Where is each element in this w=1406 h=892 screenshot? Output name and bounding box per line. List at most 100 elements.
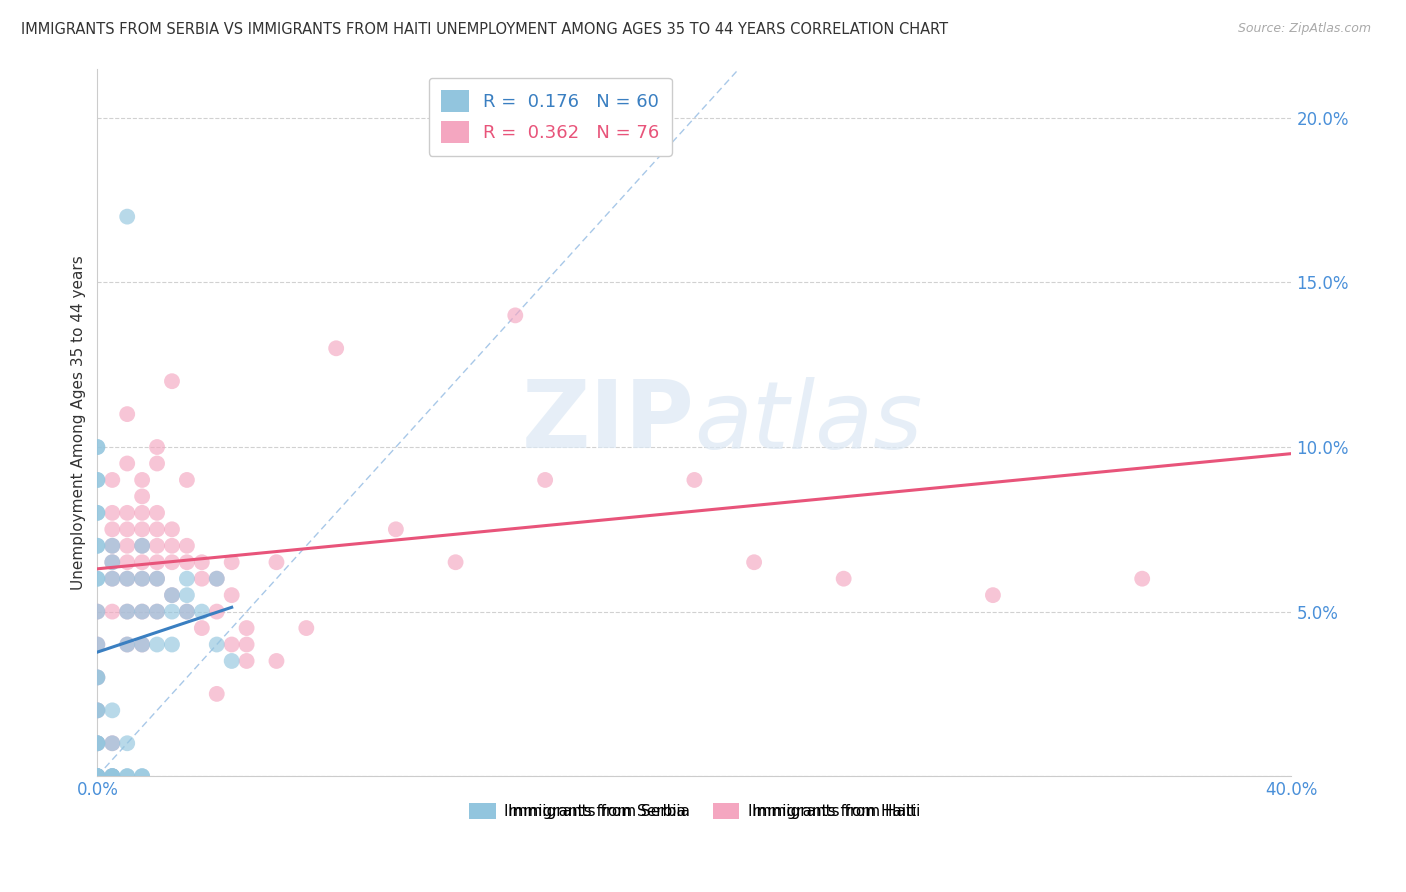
Point	[160, 588, 183, 602]
Point	[86, 670, 108, 684]
Point	[86, 769, 108, 783]
Point	[131, 555, 153, 569]
Point	[131, 769, 153, 783]
Point	[86, 572, 108, 586]
Point	[101, 769, 124, 783]
Text: Source: ZipAtlas.com: Source: ZipAtlas.com	[1237, 22, 1371, 36]
Point	[86, 572, 108, 586]
Point	[503, 309, 526, 323]
Point	[86, 506, 108, 520]
Point	[86, 769, 108, 783]
Point	[115, 555, 138, 569]
Text: IMMIGRANTS FROM SERBIA VS IMMIGRANTS FROM HAITI UNEMPLOYMENT AMONG AGES 35 TO 44: IMMIGRANTS FROM SERBIA VS IMMIGRANTS FRO…	[21, 22, 948, 37]
Point	[101, 572, 124, 586]
Point	[160, 555, 183, 569]
Point	[101, 522, 124, 536]
Point	[131, 522, 153, 536]
Point	[115, 769, 138, 783]
Point	[176, 605, 198, 619]
Text: ZIP: ZIP	[522, 376, 695, 468]
Point	[101, 769, 124, 783]
Point	[131, 539, 153, 553]
Point	[205, 572, 228, 586]
Point	[221, 638, 243, 652]
Point	[146, 638, 169, 652]
Point	[131, 490, 153, 504]
Point	[101, 506, 124, 520]
Point	[266, 654, 288, 668]
Point	[146, 457, 169, 471]
Point	[146, 605, 169, 619]
Point	[131, 638, 153, 652]
Point	[325, 341, 347, 355]
Point	[115, 638, 138, 652]
Point	[176, 555, 198, 569]
Point	[131, 572, 153, 586]
Point	[160, 638, 183, 652]
Point	[146, 506, 169, 520]
Point	[146, 605, 169, 619]
Point	[86, 736, 108, 750]
Point	[101, 539, 124, 553]
Text: atlas: atlas	[695, 376, 922, 467]
Point	[101, 605, 124, 619]
Point	[86, 736, 108, 750]
Point	[176, 588, 198, 602]
Point	[146, 572, 169, 586]
Point	[131, 605, 153, 619]
Point	[115, 539, 138, 553]
Point	[683, 473, 706, 487]
Point	[101, 473, 124, 487]
Point	[86, 440, 108, 454]
Point	[385, 522, 408, 536]
Point	[221, 588, 243, 602]
Point	[115, 572, 138, 586]
Point	[131, 769, 153, 783]
Point	[86, 638, 108, 652]
Point	[131, 473, 153, 487]
Point	[191, 555, 214, 569]
Point	[115, 605, 138, 619]
Point	[131, 572, 153, 586]
Point	[176, 605, 198, 619]
Point	[86, 703, 108, 717]
Point	[742, 555, 765, 569]
Point	[146, 555, 169, 569]
Point	[86, 736, 108, 750]
Point	[191, 605, 214, 619]
Point	[86, 769, 108, 783]
Point	[176, 539, 198, 553]
Point	[191, 572, 214, 586]
Point	[101, 736, 124, 750]
Point	[86, 670, 108, 684]
Y-axis label: Unemployment Among Ages 35 to 44 years: Unemployment Among Ages 35 to 44 years	[72, 255, 86, 590]
Point	[86, 769, 108, 783]
Point	[86, 769, 108, 783]
Point	[101, 769, 124, 783]
Point	[266, 555, 288, 569]
Point	[176, 572, 198, 586]
Point	[146, 572, 169, 586]
Point	[160, 374, 183, 388]
Point	[176, 473, 198, 487]
Point	[86, 539, 108, 553]
Point	[115, 506, 138, 520]
Point	[101, 769, 124, 783]
Point	[86, 670, 108, 684]
Point	[86, 769, 108, 783]
Point	[131, 638, 153, 652]
Point	[160, 539, 183, 553]
Point	[115, 522, 138, 536]
Point	[235, 638, 257, 652]
Point	[131, 605, 153, 619]
Point	[86, 769, 108, 783]
Point	[146, 440, 169, 454]
Point	[86, 703, 108, 717]
Point	[86, 605, 108, 619]
Point	[86, 703, 108, 717]
Point	[86, 736, 108, 750]
Point	[146, 522, 169, 536]
Point	[101, 539, 124, 553]
Point	[86, 769, 108, 783]
Point	[1130, 572, 1153, 586]
